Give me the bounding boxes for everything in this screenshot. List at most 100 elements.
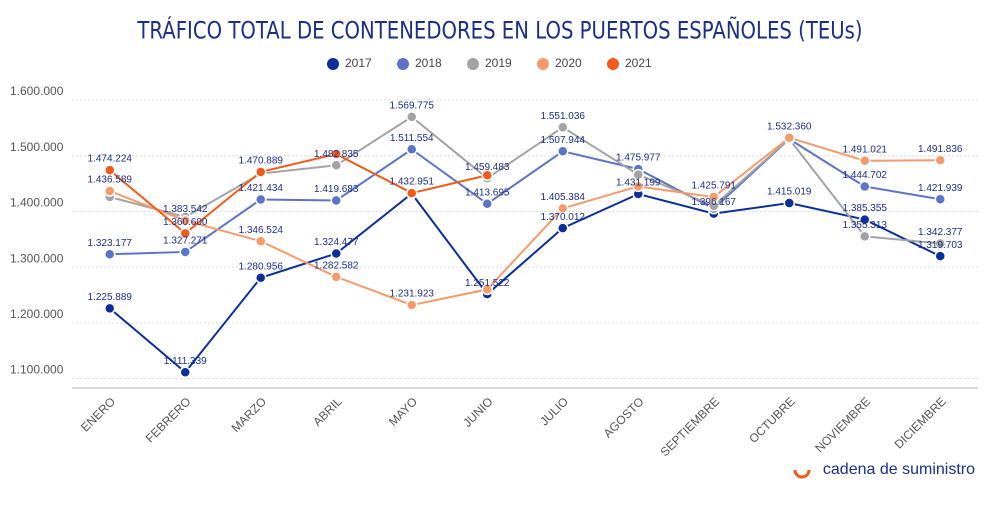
y-tick-label: 1.200.000 [10,307,64,321]
data-label: 1.282.582 [314,260,359,271]
data-point [783,131,795,144]
data-label: 1.323.177 [88,238,133,249]
data-label: 1.319.703 [918,240,963,251]
data-label: 1.474.224 [88,154,133,165]
data-label: 1.470.889 [239,156,284,167]
x-tick-label: MARZO [229,394,270,435]
data-label: 1.421.434 [239,183,284,194]
data-point [859,180,871,193]
data-point [783,197,795,209]
x-tick-label: NOVIEMBRE [812,394,873,455]
data-label: 1.569.775 [390,101,435,112]
data-point [104,302,116,315]
data-point [557,202,569,215]
data-point [557,145,569,158]
data-point [406,111,418,123]
data-label: 1.405.384 [541,192,586,203]
data-label: 1.360.600 [163,217,208,228]
x-tick-label: OCTUBRE [746,394,797,445]
data-label: 1.436.589 [88,175,133,186]
series-line [109,115,941,245]
series-line [109,152,488,235]
data-point [255,193,267,206]
x-tick-label: ABRIL [310,394,345,429]
legend-marker [327,58,339,70]
data-point [104,185,116,197]
data-label: 1.459.483 [465,162,510,173]
data-label: 1.532.360 [767,121,812,132]
x-tick-label: MAYO [386,394,420,428]
y-tick-label: 1.100.000 [10,363,64,377]
data-point [330,194,342,207]
data-point [330,159,342,172]
data-label: 1.482.835 [314,149,359,160]
data-point [934,237,946,250]
data-label: 1.370.012 [541,212,586,223]
data-label: 1.225.889 [88,292,133,303]
data-point [406,143,418,156]
y-tick-label: 1.600.000 [10,84,64,98]
data-point [859,213,871,226]
data-label: 1.419.683 [314,184,359,195]
data-point [859,154,871,167]
data-label: 1.431.199 [616,178,661,189]
data-point [104,248,116,260]
series-line [109,136,941,307]
x-tick-label: FEBRERO [143,394,194,445]
series-line [109,137,941,256]
data-label: 1.231.923 [390,289,435,300]
x-tick-label: AGOSTO [601,394,647,440]
y-tick-label: 1.300.000 [10,251,64,265]
data-point [934,154,946,167]
data-point [934,193,946,205]
data-point [632,168,644,181]
legend-label: 2021 [625,56,652,70]
data-point [481,283,493,296]
legend-marker [607,58,619,70]
data-label: 1.413.695 [465,187,510,198]
data-label: 1.491.021 [843,144,888,155]
data-point [330,148,342,160]
branding: cadena de suministro [823,461,975,478]
data-label: 1.251.522 [465,278,510,289]
data-label: 1.491.836 [918,144,963,155]
legend-label: 2020 [555,56,582,70]
data-label: 1.385.355 [843,203,888,214]
data-point [406,299,418,311]
legend-marker [467,58,479,70]
data-label: 1.551.036 [541,111,586,122]
data-point [708,191,720,203]
data-point [481,198,493,210]
data-point [255,271,267,284]
data-label: 1.280.956 [239,261,284,272]
x-tick-label: DICIEMBRE [892,394,949,451]
x-tick-label: JULIO [537,394,571,428]
y-tick-label: 1.400.000 [10,196,64,210]
legend-label: 2017 [345,56,372,70]
data-point [179,366,191,378]
legend-label: 2019 [485,56,512,70]
data-label: 1.507.944 [541,135,586,146]
data-point [406,187,418,199]
data-label: 1.327.271 [163,236,208,247]
data-point [934,250,946,262]
x-tick-label: SEPTIEMBRE [658,394,723,459]
data-label: 1.342.377 [918,227,963,238]
data-point [104,164,116,176]
x-tick-label: ENERO [78,394,118,434]
data-label: 1.511.554 [390,133,434,144]
data-point [255,235,267,247]
data-label: 1.396.167 [692,197,737,208]
data-label: 1.355.313 [843,220,888,231]
legend-marker [397,58,409,70]
legend-marker [537,58,549,70]
data-label: 1.421.939 [918,183,963,194]
data-label: 1.425.791 [692,181,737,192]
data-label: 1.324.477 [314,237,359,248]
chart-title: TRÁFICO TOTAL DE CONTENEDORES EN LOS PUE… [136,16,862,46]
data-label: 1.111.339 [164,356,207,367]
data-label: 1.444.702 [843,170,888,181]
data-point [330,271,342,283]
data-point [255,166,267,178]
series-line [109,192,941,374]
